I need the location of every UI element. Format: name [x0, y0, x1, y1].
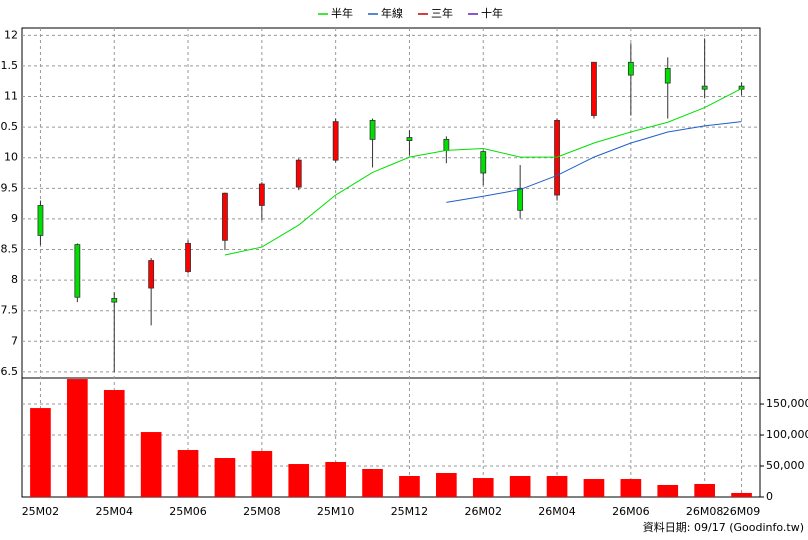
x-tick-label: 25M02 [22, 505, 60, 518]
candle-body [332, 121, 339, 161]
candle-body [148, 260, 155, 289]
y-tick-label: 8.5 [1, 243, 19, 256]
candle-body [185, 242, 191, 272]
volume-bar [177, 450, 199, 497]
x-tick-label: 26M04 [538, 505, 576, 518]
y-tick-label: 9 [11, 212, 18, 225]
volume-tick-label: 100,000 [766, 428, 808, 441]
candle-body [517, 187, 524, 211]
x-tick-label: 26M02 [465, 505, 503, 518]
volume-tick-label: 0 [766, 490, 773, 503]
x-tick-label: 25M10 [317, 505, 355, 518]
y-tick-label: 12 [4, 28, 18, 41]
candle-body [295, 159, 302, 188]
candle-body [591, 61, 597, 116]
x-tick-label: 25M04 [96, 505, 134, 518]
legend-label: 十年 [481, 6, 503, 20]
x-tick-label: 25M12 [391, 505, 429, 518]
candle-body [258, 183, 265, 206]
candle-body [369, 119, 376, 140]
ma-line [446, 121, 742, 203]
candle-body [664, 67, 671, 84]
candle-body [406, 137, 413, 141]
volume-bar [657, 484, 679, 497]
y-tick-label: 10 [4, 151, 18, 164]
candle-body [111, 298, 118, 303]
candle-body [627, 61, 634, 76]
volume-bar [325, 461, 346, 497]
candle-body [443, 138, 450, 151]
volume-bar [546, 475, 568, 497]
footer: 資料日期: 09/17 (Goodinfo.tw) [643, 520, 804, 534]
volume-bar [472, 478, 494, 497]
volume-tick-label: 150,000 [766, 397, 808, 410]
volume-bar [67, 379, 88, 497]
candle-body [480, 151, 487, 174]
volume-bar [436, 473, 457, 497]
candle-body [222, 192, 228, 241]
volume-tick-label: 50,000 [766, 459, 805, 472]
y-tick-label: 9.5 [1, 181, 19, 194]
x-tick-label: 26M09 [723, 505, 761, 518]
legend-label: 三年 [431, 6, 453, 20]
x-tick-label: 26M08 [686, 505, 724, 518]
candle-body [554, 119, 560, 196]
volume-bar [583, 479, 605, 497]
candle-body [701, 85, 708, 90]
legend-label: 半年 [331, 6, 353, 20]
volume-bar [731, 492, 752, 497]
ma-line [224, 88, 742, 256]
plot-frame [21, 27, 761, 498]
y-tick-label: 6.5 [1, 365, 19, 378]
y-tick-label: 0.5 [1, 120, 19, 133]
volume-bar [509, 475, 531, 497]
legend-label: 年線 [381, 6, 403, 20]
y-tick-label: 7 [11, 334, 18, 347]
volume-bar [399, 475, 420, 497]
volume-bar [362, 468, 383, 497]
y-tick-label: 11 [4, 90, 18, 103]
volume-bar [103, 390, 125, 497]
volume-bar [251, 451, 273, 497]
volume-bar [140, 432, 162, 497]
y-tick-label: 8 [11, 273, 18, 286]
candle-body [37, 205, 44, 236]
y-tick-label: 1.5 [1, 59, 19, 72]
candle-body [74, 244, 81, 298]
volume-bar [214, 458, 236, 497]
candle-body [738, 85, 745, 90]
x-tick-label: 25M08 [243, 505, 281, 518]
volume-bar [30, 408, 51, 497]
volume-bar [694, 483, 715, 497]
volume-bar [620, 479, 642, 497]
y-tick-label: 7.5 [1, 304, 19, 317]
x-tick-label: 25M06 [169, 505, 207, 518]
x-tick-label: 26M06 [612, 505, 650, 518]
volume-bar [288, 464, 310, 497]
